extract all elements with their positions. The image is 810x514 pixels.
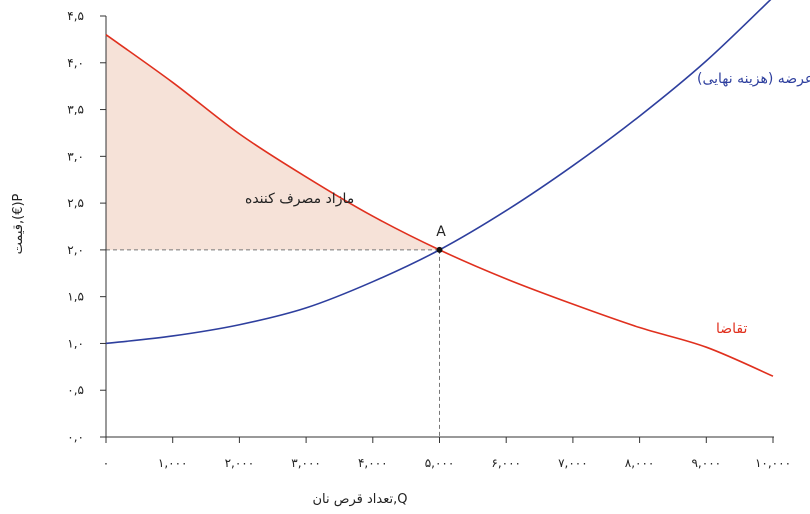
x-tick-label: ۲,۰۰۰ (225, 456, 255, 470)
x-tick-label: ۶,۰۰۰ (491, 456, 521, 470)
x-tick-label: ۹,۰۰۰ (691, 456, 721, 470)
y-tick-label: ۳,۰ (67, 149, 84, 163)
x-tick-label: ۵,۰۰۰ (425, 456, 455, 470)
y-tick-label: ۳,۵ (67, 103, 84, 117)
consumer-surplus-area (106, 34, 440, 250)
consumer-surplus-label: مازاد مصرف کننده (245, 191, 354, 207)
y-axis-title: P(€),قیمت (11, 193, 26, 254)
y-tick-label: ۱,۵ (67, 290, 84, 304)
equilibrium-point-label: A (436, 224, 446, 240)
equilibrium-point-group (436, 246, 443, 253)
y-tick-label: ۰,۰ (67, 430, 84, 444)
x-ticks: ۰ ۱,۰۰۰ ۲,۰۰۰ ۳,۰۰۰ ۴,۰۰۰ ۵,۰۰۰ ۶,۰۰۰ ۷,۰۰۰ ۸,۰۰… (103, 437, 791, 470)
x-tick-label: ۴,۰۰۰ (358, 456, 388, 470)
x-tick-label: ۸,۰۰۰ (625, 456, 655, 470)
y-tick-label: ۲,۰ (67, 243, 84, 257)
y-tick-label: ۱,۰ (67, 336, 84, 350)
y-tick-label: ۲,۵ (67, 196, 84, 210)
x-tick-label: ۱,۰۰۰ (158, 456, 188, 470)
x-axis-title: Q,تعداد قرص نان (313, 492, 408, 507)
y-ticks: ۰,۰ ۰,۵ ۱,۰ ۱,۵ ۲,۰ ۲,۵ ۳,۰ ۳,۵ ۴,۰ ۴,۵ (67, 9, 106, 444)
x-tick-label: ۳,۰۰۰ (291, 456, 321, 470)
x-tick-label: ۰ (103, 456, 109, 470)
y-tick-label: ۰,۵ (67, 383, 84, 397)
y-tick-label: ۴,۰ (67, 56, 84, 70)
supply-line (105, 0, 772, 345)
x-tick-label: ۷,۰۰۰ (558, 456, 588, 470)
equilibrium-point (436, 246, 443, 253)
y-tick-label: ۴,۵ (67, 9, 84, 23)
consumer-surplus-region (106, 34, 440, 250)
demand-series-label: تقاضا (716, 321, 748, 337)
x-tick-label: ۱۰,۰۰۰ (755, 456, 791, 470)
supply-series-label: عرضه (هزینه نهایی) (697, 71, 810, 87)
equilibrium-guides (106, 249, 440, 437)
